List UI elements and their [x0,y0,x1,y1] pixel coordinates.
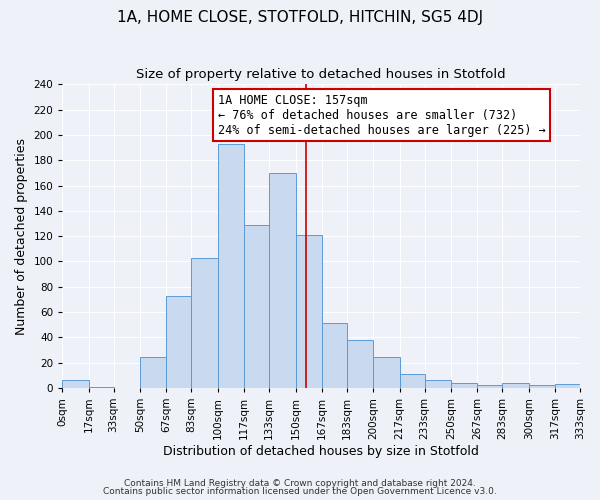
Bar [166,296,191,388]
Bar [425,380,451,388]
Bar [555,384,580,388]
Bar [502,382,529,388]
Bar [269,173,296,388]
Text: 1A HOME CLOSE: 157sqm
← 76% of detached houses are smaller (732)
24% of semi-det: 1A HOME CLOSE: 157sqm ← 76% of detached … [218,94,545,136]
Bar [191,258,218,388]
Bar [140,358,166,388]
Title: Size of property relative to detached houses in Stotfold: Size of property relative to detached ho… [136,68,506,80]
Bar [373,358,400,388]
Bar [296,235,322,388]
Bar [244,224,269,388]
X-axis label: Distribution of detached houses by size in Stotfold: Distribution of detached houses by size … [163,444,479,458]
Bar [478,386,502,388]
Bar [529,386,555,388]
Bar [347,340,373,388]
Bar [62,380,89,388]
Bar [89,386,113,388]
Bar [218,144,244,388]
Bar [451,382,478,388]
Bar [322,324,347,388]
Y-axis label: Number of detached properties: Number of detached properties [15,138,28,334]
Text: 1A, HOME CLOSE, STOTFOLD, HITCHIN, SG5 4DJ: 1A, HOME CLOSE, STOTFOLD, HITCHIN, SG5 4… [117,10,483,25]
Bar [400,374,425,388]
Text: Contains public sector information licensed under the Open Government Licence v3: Contains public sector information licen… [103,487,497,496]
Text: Contains HM Land Registry data © Crown copyright and database right 2024.: Contains HM Land Registry data © Crown c… [124,478,476,488]
